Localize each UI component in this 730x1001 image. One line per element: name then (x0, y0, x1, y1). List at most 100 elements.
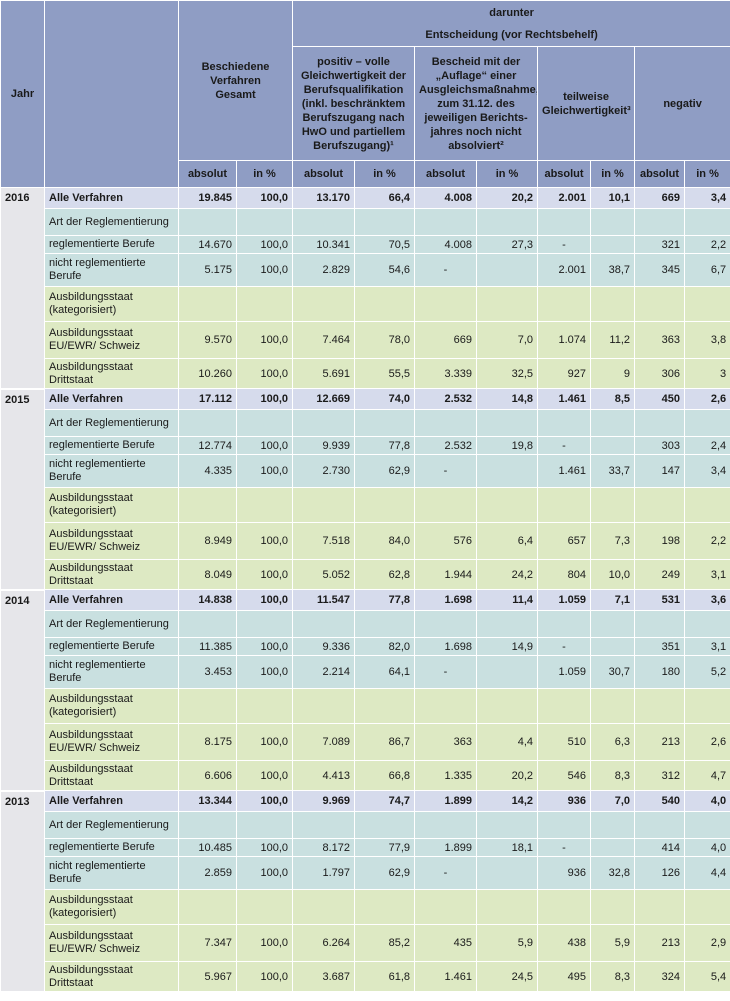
value-cell: 3.453 (178, 655, 237, 689)
value-cell: 7,1 (590, 589, 636, 611)
table-row: nicht reglementierte Berufe 2.859 100,0 1.7… (1, 856, 730, 890)
value-cell: 62,9 (354, 454, 416, 488)
value-cell: 1.461 (414, 961, 478, 992)
value-cell: 198 (634, 522, 686, 560)
value-cell (292, 889, 356, 925)
value-cell: 4,4 (684, 856, 730, 890)
table-row: Ausbildungsstaat (kategorisiert) (1, 487, 730, 523)
value-cell: 9.336 (292, 637, 356, 656)
value-cell: 100,0 (235, 559, 294, 590)
value-cell: 5,9 (590, 924, 636, 962)
header-darunter-label: darunter (489, 6, 534, 19)
row-label: Art der Reglementierung (44, 811, 179, 839)
table-row: Art der Reglementierung (1, 811, 730, 839)
value-cell (354, 286, 416, 322)
value-cell: 84,0 (354, 522, 416, 560)
value-cell (684, 409, 730, 437)
value-cell: 100,0 (235, 589, 294, 611)
row-label: nicht reglementierte Berufe (44, 253, 179, 287)
table-row: Ausbildungsstaat EU/EWR/ Schweiz 7.347 100… (1, 924, 730, 962)
value-cell: 2,2 (684, 235, 730, 254)
value-cell: 19,8 (476, 436, 539, 455)
value-cell: 669 (634, 187, 686, 209)
value-cell: 306 (634, 358, 686, 389)
value-cell: 12.774 (178, 436, 237, 455)
value-cell: 363 (414, 723, 478, 761)
header-entscheidung: Entscheidung (vor Rechtsbehelf) (425, 28, 598, 41)
value-cell: 351 (634, 637, 686, 656)
value-cell: 24,5 (476, 961, 539, 992)
value-cell: 435 (414, 924, 478, 962)
table-row: Ausbildungsstaat (kategorisiert) (1, 889, 730, 925)
value-cell (354, 487, 416, 523)
value-cell: 180 (634, 655, 686, 689)
value-cell (684, 286, 730, 322)
value-cell: 10,1 (590, 187, 636, 209)
value-cell: 936 (537, 790, 592, 812)
table-row: Art der Reglementierung (1, 409, 730, 437)
unit-row: absolut in % absolut in % absolut in % absolut… (1, 160, 730, 188)
value-cell: 100,0 (235, 924, 294, 962)
table-row: Ausbildungsstaat (kategorisiert) (1, 688, 730, 724)
value-cell: 3 (684, 358, 730, 389)
value-cell: 1.335 (414, 760, 478, 791)
table-row: reglementierte Berufe 11.385 100,0 9.336 82,… (1, 637, 730, 656)
value-cell (292, 208, 356, 236)
value-cell: 2,9 (684, 924, 730, 962)
value-cell: 10,0 (590, 559, 636, 590)
table-row: nicht reglementierte Berufe 5.175 100,0 2.8… (1, 253, 730, 287)
value-cell (476, 454, 539, 488)
value-cell (235, 208, 294, 236)
table-body: 2016 Alle Verfahren 19.845 100,0 13.170 66,4 4… (0, 187, 730, 993)
value-cell: 312 (634, 760, 686, 791)
header-absolut: absolut (414, 160, 478, 188)
header-in-percent: in % (476, 160, 539, 188)
value-cell (476, 487, 539, 523)
value-cell: 5,2 (684, 655, 730, 689)
value-cell: 4.413 (292, 760, 356, 791)
value-cell: 5,4 (684, 961, 730, 992)
table-row: Art der Reglementierung (1, 208, 730, 236)
value-cell: 32,8 (590, 856, 636, 890)
row-label: Ausbildungsstaat (kategorisiert) (44, 889, 179, 925)
table-row: reglementierte Berufe 10.485 100,0 8.172 77,… (1, 838, 730, 857)
row-label: Art der Reglementierung (44, 409, 179, 437)
value-cell: 62,9 (354, 856, 416, 890)
value-cell (235, 889, 294, 925)
value-cell: 19.845 (178, 187, 237, 209)
value-cell (476, 688, 539, 724)
value-cell (292, 487, 356, 523)
value-cell: 3,1 (684, 559, 730, 590)
value-cell: 7.464 (292, 321, 356, 359)
value-cell: 9.969 (292, 790, 356, 812)
value-cell: 2.532 (414, 388, 478, 410)
value-cell: - (537, 436, 592, 455)
value-cell: 3.339 (414, 358, 478, 389)
value-cell: 33,7 (590, 454, 636, 488)
header-absolut: absolut (634, 160, 686, 188)
year-cell: 2015 (0, 388, 45, 591)
value-cell: 213 (634, 924, 686, 962)
value-cell (476, 409, 539, 437)
value-cell: 14,2 (476, 790, 539, 812)
year-cell: 2014 (0, 589, 45, 792)
value-cell (292, 811, 356, 839)
value-cell: 100,0 (235, 454, 294, 488)
header-teilweise: teilweise Gleichwertigkeit³ (537, 46, 636, 161)
table-row: 2016 Alle Verfahren 19.845 100,0 13.170 66,4 4… (0, 187, 730, 390)
value-cell (684, 889, 730, 925)
table-row: Ausbildungsstaat Drittstaat 10.260 100,0 5.… (1, 358, 730, 389)
header-absolut: absolut (292, 160, 356, 188)
table-row: Ausbildungsstaat EU/EWR/ Schweiz 8.175 100… (1, 723, 730, 761)
value-cell: 804 (537, 559, 592, 590)
value-cell: 1.899 (414, 838, 478, 857)
row-label: Ausbildungsstaat (kategorisiert) (44, 487, 179, 523)
row-label: Art der Reglementierung (44, 208, 179, 236)
value-cell: 14.670 (178, 235, 237, 254)
value-cell (590, 286, 636, 322)
value-cell (235, 487, 294, 523)
value-cell: 540 (634, 790, 686, 812)
table-row: reglementierte Berufe 12.774 100,0 9.939 77,… (1, 436, 730, 455)
value-cell: 6.264 (292, 924, 356, 962)
value-cell: 100,0 (235, 321, 294, 359)
